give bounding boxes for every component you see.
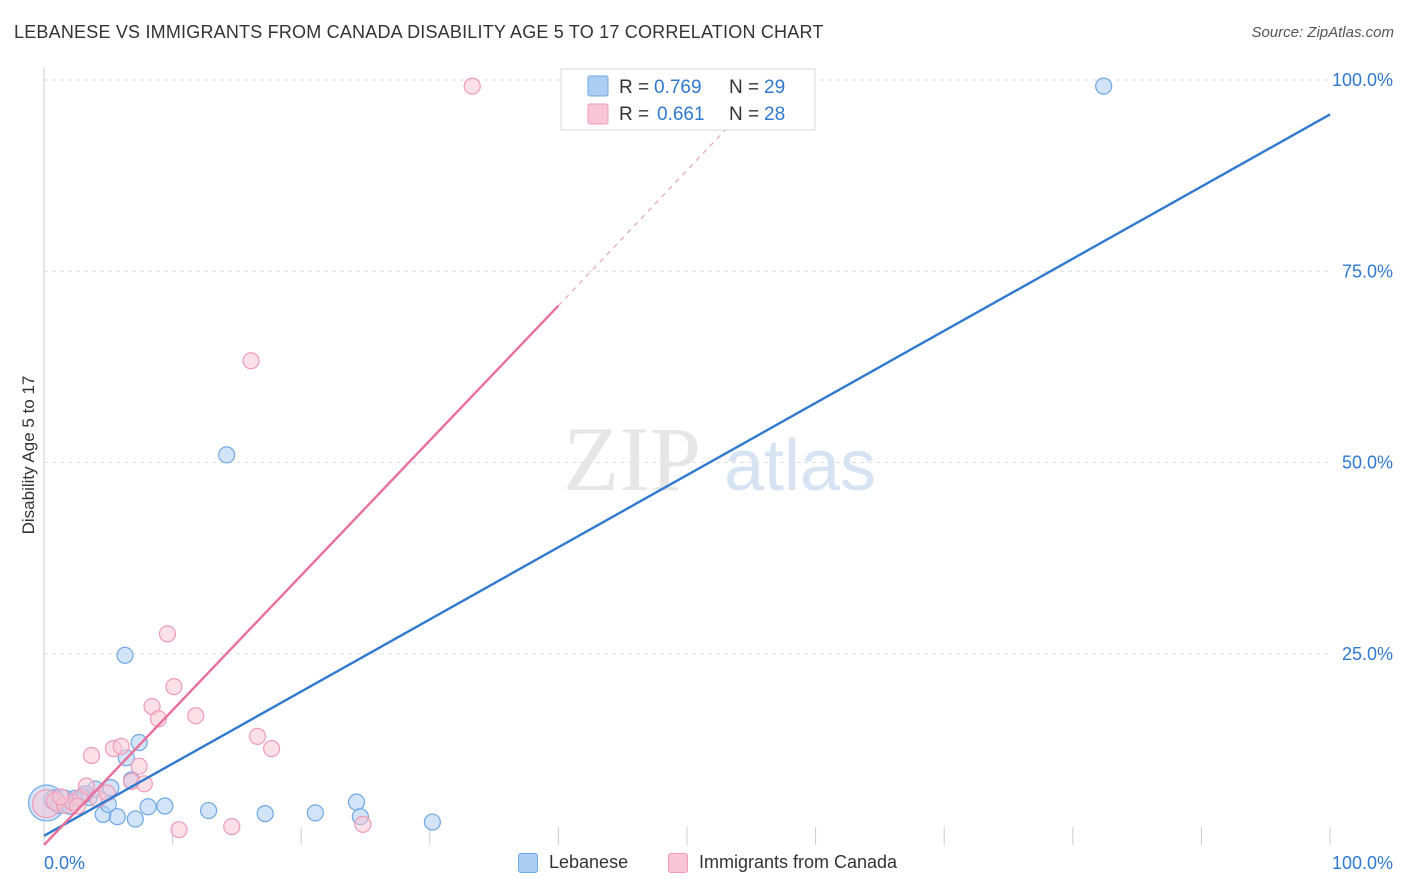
- point-immigrants-canada: [223, 818, 241, 836]
- source-label: Source: ZipAtlas.com: [1251, 24, 1394, 41]
- y-tick-label: 100.0%: [1332, 70, 1393, 90]
- point-immigrants-canada: [354, 815, 372, 833]
- legend-swatch-icon: [668, 852, 688, 873]
- y-tick-label: 25.0%: [1342, 644, 1393, 664]
- point-lebanese: [156, 797, 174, 815]
- legend-n-label-1: N =: [729, 77, 759, 98]
- point-lebanese: [347, 793, 366, 811]
- legend-label-canada: Immigrants from Canada: [699, 852, 898, 872]
- point-immigrants-canada: [77, 777, 96, 795]
- watermark-atlas: atlas: [724, 426, 876, 506]
- watermark: ZIP atlas: [563, 408, 876, 510]
- point-immigrants-canada: [248, 727, 267, 745]
- point-lebanese: [130, 733, 148, 752]
- point-lebanese: [306, 804, 324, 822]
- point-lebanese: [116, 646, 134, 664]
- y-tick-label: 75.0%: [1342, 261, 1393, 281]
- legend-n-value-2: 28: [764, 104, 785, 125]
- point-lebanese: [1095, 77, 1113, 95]
- grid: [44, 79, 1330, 655]
- point-lebanese: [108, 808, 126, 826]
- legend-n-value-1: 29: [764, 77, 785, 98]
- point-immigrants-canada: [165, 678, 183, 696]
- point-immigrants-canada: [149, 710, 168, 728]
- trend-line-lebanese: [43, 113, 1331, 837]
- y-tick-labels: 25.0% 50.0% 75.0% 100.0%: [1332, 70, 1393, 664]
- point-lebanese: [423, 813, 441, 831]
- point-immigrants-canada: [263, 740, 281, 758]
- trend-line-immigrants-canada: [43, 304, 560, 846]
- legend-swatch-lebanese: [587, 75, 609, 97]
- series-legend: Lebanese Immigrants from Canada: [0, 852, 1406, 878]
- point-lebanese: [200, 801, 218, 820]
- trend-lines: [43, 113, 1331, 846]
- point-immigrants-canada: [112, 737, 130, 755]
- y-axis-label: Disability Age 5 to 17: [19, 376, 38, 535]
- point-immigrants-canada: [158, 625, 177, 643]
- x-tick-labels: 0.0% 100.0%: [44, 853, 1393, 873]
- watermark-zip: ZIP: [563, 408, 701, 510]
- point-lebanese: [256, 805, 274, 823]
- x-tick-label: 0.0%: [44, 853, 85, 873]
- point-immigrants-canada: [52, 788, 70, 806]
- legend-label-lebanese: Lebanese: [549, 852, 629, 872]
- legend-r-value-1: 0.769: [654, 77, 702, 98]
- legend-item-lebanese[interactable]: Lebanese: [518, 852, 628, 873]
- legend-item-canada[interactable]: Immigrants from Canada: [668, 852, 897, 873]
- legend-swatch-canada: [587, 103, 609, 125]
- y-tick-label: 50.0%: [1342, 453, 1393, 473]
- point-immigrants-canada: [463, 77, 481, 95]
- legend-swatch-icon: [518, 852, 538, 873]
- axes: [43, 68, 1331, 845]
- point-lebanese: [218, 446, 236, 464]
- legend-r-value-2: 0.661: [657, 104, 705, 125]
- point-lebanese: [139, 798, 157, 816]
- legend-n-label-2: N =: [729, 104, 759, 125]
- point-immigrants-canada: [187, 707, 205, 725]
- trend-extension-immigrants-canada: [557, 129, 727, 307]
- x-tick-label: 100.0%: [1332, 853, 1393, 873]
- stats-legend: R = 0.769 N = 29 R = 0.661 N = 28: [560, 68, 816, 131]
- data-points: [27, 77, 1113, 839]
- point-immigrants-canada: [68, 797, 87, 815]
- point-immigrants-canada: [82, 746, 101, 765]
- legend-r-label-2: R =: [619, 104, 649, 125]
- chart-title: LEBANESE VS IMMIGRANTS FROM CANADA DISAB…: [14, 22, 824, 42]
- legend-r-label-1: R =: [619, 77, 649, 98]
- point-lebanese: [126, 810, 144, 828]
- point-immigrants-canada: [170, 821, 188, 839]
- point-immigrants-canada: [130, 757, 148, 775]
- point-immigrants-canada: [242, 352, 260, 370]
